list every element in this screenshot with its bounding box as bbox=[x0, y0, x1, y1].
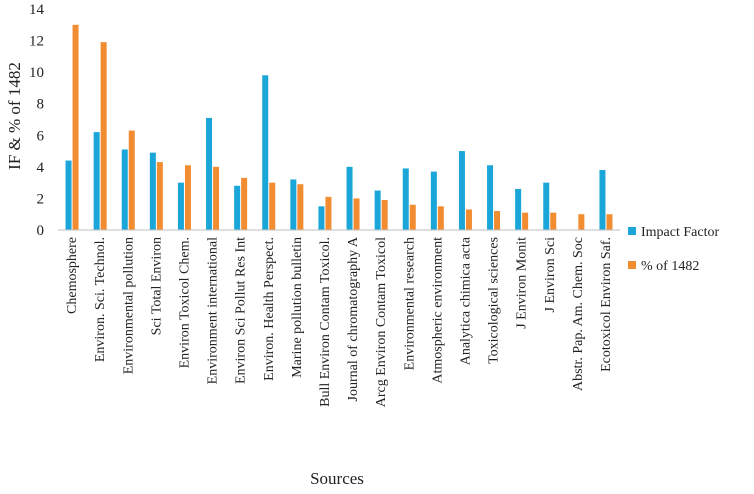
y-axis-title: IF & % of 1482 bbox=[5, 62, 24, 170]
bar-percent bbox=[241, 177, 248, 230]
bar-percent bbox=[437, 206, 444, 230]
bar-percent bbox=[578, 214, 585, 230]
bar-percent bbox=[465, 209, 472, 230]
bar-impact-factor bbox=[290, 179, 297, 230]
bar-percent bbox=[297, 184, 304, 230]
bar-percent bbox=[100, 42, 107, 231]
y-tick-label: 4 bbox=[37, 160, 45, 176]
legend-label: % of 1482 bbox=[641, 259, 699, 274]
y-tick-label: 14 bbox=[29, 2, 45, 18]
bar-percent bbox=[606, 214, 613, 230]
category-label: Sci Total Environ bbox=[149, 237, 164, 335]
bar-percent bbox=[72, 24, 79, 230]
bar-impact-factor bbox=[121, 149, 128, 230]
bar-impact-factor bbox=[346, 166, 353, 230]
category-label: Environmental research bbox=[402, 237, 417, 370]
bar-percent bbox=[156, 162, 163, 230]
category-label: Journal of chromatography A bbox=[346, 236, 361, 401]
bar-percent bbox=[353, 198, 360, 230]
bar-impact-factor bbox=[599, 170, 606, 230]
legend: Impact Factor % of 1482 bbox=[628, 225, 719, 274]
bar-impact-factor bbox=[262, 75, 269, 230]
bar-percent bbox=[325, 196, 332, 230]
bar-impact-factor bbox=[93, 132, 100, 230]
category-label: Environ Sci Pollut Res Int bbox=[234, 237, 249, 384]
bar-impact-factor bbox=[318, 206, 325, 230]
bar-percent bbox=[409, 204, 416, 230]
category-label: Abstr. Pap. Am. Chem. Soc bbox=[571, 237, 586, 391]
x-axis-title: Sources bbox=[310, 469, 364, 488]
bar-impact-factor bbox=[458, 151, 465, 230]
category-label: Environ. Health Perspect. bbox=[262, 237, 277, 381]
category-label: Environ. Sci. Technol. bbox=[93, 237, 108, 362]
bar-series bbox=[65, 24, 613, 231]
bar-impact-factor bbox=[149, 152, 156, 230]
category-labels: Chemosphere Environ. Sci. Technol. Environ… bbox=[65, 236, 614, 407]
category-label: Toxicological sciences bbox=[487, 237, 502, 364]
bar-percent bbox=[381, 200, 388, 230]
bar-impact-factor bbox=[206, 117, 213, 230]
legend-swatch bbox=[628, 227, 636, 235]
category-label: Chemosphere bbox=[65, 237, 80, 314]
y-axis-title-group: IF & % of 1482 bbox=[5, 62, 24, 170]
bar-percent bbox=[494, 211, 501, 230]
category-label: Analytica chimica acta bbox=[458, 236, 473, 365]
bar-impact-factor bbox=[234, 185, 241, 230]
bar-percent bbox=[550, 212, 557, 230]
bar-percent bbox=[128, 130, 135, 230]
category-label: J Environ Monit bbox=[515, 237, 530, 329]
y-tick-label: 12 bbox=[29, 34, 44, 50]
bar-impact-factor bbox=[65, 160, 72, 230]
legend-swatch bbox=[628, 261, 636, 269]
bar-impact-factor bbox=[515, 188, 522, 230]
category-label: Atmospheric environment bbox=[430, 237, 445, 384]
bar-impact-factor bbox=[430, 171, 437, 230]
y-axis-ticks: 0 2 4 6 8 10 12 14 bbox=[29, 2, 45, 239]
bar-impact-factor bbox=[177, 182, 184, 230]
bar-impact-factor bbox=[543, 182, 550, 230]
category-label: Environment international bbox=[206, 237, 221, 384]
bar-percent bbox=[184, 165, 191, 230]
category-label: Environmental pollution bbox=[121, 237, 136, 374]
y-tick-label: 10 bbox=[29, 65, 44, 81]
bar-percent bbox=[269, 182, 276, 230]
bar-impact-factor bbox=[402, 168, 409, 230]
y-tick-label: 2 bbox=[37, 191, 45, 207]
category-label: Marine pollution bulletin bbox=[290, 237, 305, 378]
category-label: Bull Environ Contam Toxicol. bbox=[318, 237, 333, 407]
bar-percent bbox=[213, 166, 220, 230]
category-label: Arcg Environ Contam Toxicol bbox=[374, 237, 389, 407]
bar-percent bbox=[522, 212, 529, 230]
category-label: J Environ Sci bbox=[543, 237, 558, 313]
category-label: Environ Toxicol Chem. bbox=[177, 237, 192, 368]
legend-label: Impact Factor bbox=[641, 225, 719, 240]
y-tick-label: 8 bbox=[37, 97, 45, 113]
bar-impact-factor bbox=[487, 165, 494, 230]
category-label: Ecotoxicol Environ Saf. bbox=[599, 237, 614, 372]
bar-impact-factor bbox=[374, 190, 381, 230]
y-tick-label: 0 bbox=[37, 223, 45, 239]
y-tick-label: 6 bbox=[37, 128, 45, 144]
